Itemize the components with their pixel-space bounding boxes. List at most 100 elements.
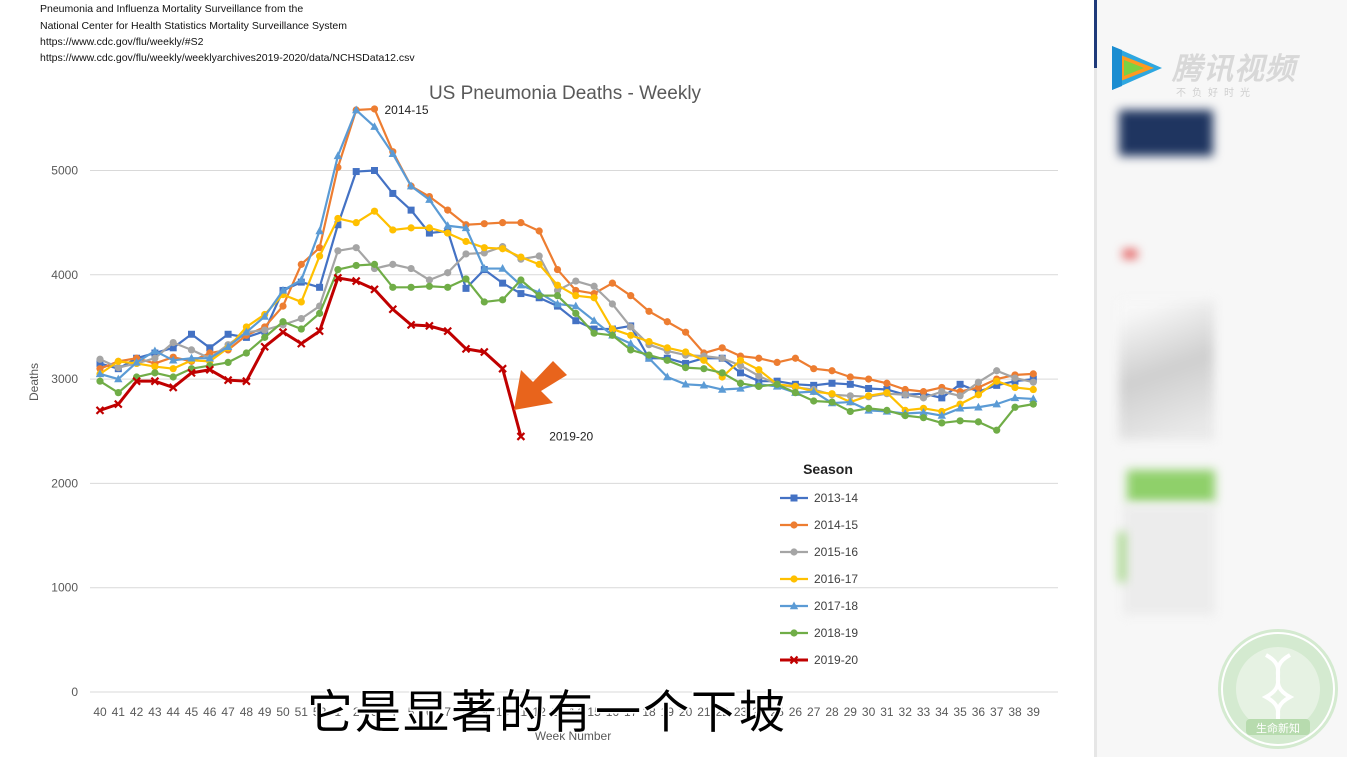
source-url-1[interactable]: https://www.cdc.gov/flu/weekly/#S2	[40, 36, 204, 48]
series-2018-19	[96, 260, 1037, 434]
x-tick-label: 35	[953, 705, 967, 719]
series-line-2017-18	[99, 108, 1034, 417]
accent-bar	[1094, 0, 1097, 68]
data-point	[700, 365, 708, 373]
grid-lines	[90, 170, 1058, 693]
x-tick-label: 40	[93, 705, 107, 719]
pointer-arrow	[514, 361, 567, 410]
x-tick-label: 20	[679, 705, 693, 719]
data-point	[443, 221, 452, 229]
data-point	[1011, 383, 1019, 392]
x-tick-label: 5	[408, 705, 415, 719]
data-point	[773, 380, 781, 388]
legend-marker	[790, 548, 798, 556]
x-tick-label: 31	[880, 705, 894, 719]
data-point	[261, 326, 269, 334]
data-point	[809, 387, 818, 395]
data-point	[1029, 378, 1037, 386]
data-point	[516, 280, 526, 289]
legend: Season 2013-14 2014-15 2015-16 2016-17 2017-1…	[780, 461, 858, 667]
data-point	[1029, 385, 1037, 394]
x-tick-label: 2	[353, 705, 360, 719]
source-url-2[interactable]: https://www.cdc.gov/flu/weekly/weeklyarc…	[40, 52, 415, 64]
blurred-list	[1123, 505, 1215, 615]
data-point	[315, 326, 324, 336]
data-point	[151, 354, 159, 362]
x-tick-label: 12	[533, 705, 547, 719]
y-tick-label: 3000	[51, 372, 78, 386]
x-tick-label: 32	[899, 705, 913, 719]
x-tick-label: 25	[770, 705, 784, 719]
data-point	[333, 151, 343, 160]
legend-marker	[790, 521, 798, 529]
data-point	[535, 292, 543, 300]
data-point	[627, 331, 635, 339]
series-lines	[95, 105, 1038, 441]
x-tick-label: 24	[752, 705, 766, 719]
data-point	[406, 181, 416, 190]
data-point	[1011, 374, 1019, 382]
data-point	[151, 362, 159, 371]
data-point	[169, 373, 177, 381]
data-point	[828, 367, 836, 375]
data-point	[151, 369, 159, 377]
data-point	[517, 219, 525, 227]
data-point	[223, 375, 233, 385]
data-point	[169, 355, 178, 364]
data-point	[224, 358, 232, 367]
data-point	[883, 379, 891, 387]
data-point	[297, 315, 305, 323]
data-point	[956, 380, 964, 388]
x-tick-label: 43	[148, 705, 162, 719]
data-point	[370, 285, 379, 294]
data-point	[590, 294, 598, 302]
data-point	[755, 366, 763, 374]
data-point	[242, 349, 250, 357]
data-point	[901, 412, 909, 420]
x-tick-label: 48	[240, 705, 254, 719]
data-point	[407, 264, 415, 273]
x-tick-label: 22	[716, 705, 730, 719]
blurred-stripe	[1119, 532, 1125, 582]
x-tick-label: 21	[697, 705, 711, 719]
data-point	[682, 348, 690, 356]
x-tick-label: 47	[221, 705, 235, 719]
data-point	[132, 376, 141, 386]
data-point	[352, 105, 361, 114]
legend-marker	[790, 494, 798, 502]
data-point	[645, 307, 653, 315]
x-tick-label: 41	[112, 705, 126, 719]
series-line-2018-19	[99, 263, 1034, 432]
data-point	[937, 411, 946, 419]
legend-item: 2015-16	[780, 545, 858, 559]
data-point	[663, 372, 672, 381]
data-point	[406, 320, 416, 330]
data-point	[114, 364, 122, 372]
data-point	[846, 397, 855, 406]
data-point	[315, 226, 324, 235]
chart-title: US Pneumonia Deaths - Weekly	[429, 83, 702, 104]
data-point	[682, 364, 690, 372]
data-point	[919, 414, 928, 422]
series-line-2019-20	[99, 276, 523, 437]
x-tick-label: 10	[496, 705, 510, 719]
data-point	[334, 265, 342, 274]
legend-item: 2013-14	[780, 491, 858, 505]
data-point	[755, 372, 763, 380]
x-tick-label: 4	[389, 705, 396, 719]
watermark-text: 生命新知	[1256, 721, 1300, 735]
data-point	[297, 339, 306, 348]
data-point	[828, 398, 836, 406]
data-point	[553, 265, 562, 274]
annotation-label: 2019-20	[549, 429, 593, 443]
legend-label: 2019-20	[814, 653, 858, 667]
x-tick-label: 27	[807, 705, 821, 719]
data-point	[407, 224, 415, 232]
data-point	[956, 392, 964, 400]
data-point	[96, 355, 104, 363]
legend-marker	[790, 575, 798, 583]
data-point	[334, 221, 342, 229]
data-point	[663, 356, 671, 364]
data-point	[297, 275, 306, 284]
